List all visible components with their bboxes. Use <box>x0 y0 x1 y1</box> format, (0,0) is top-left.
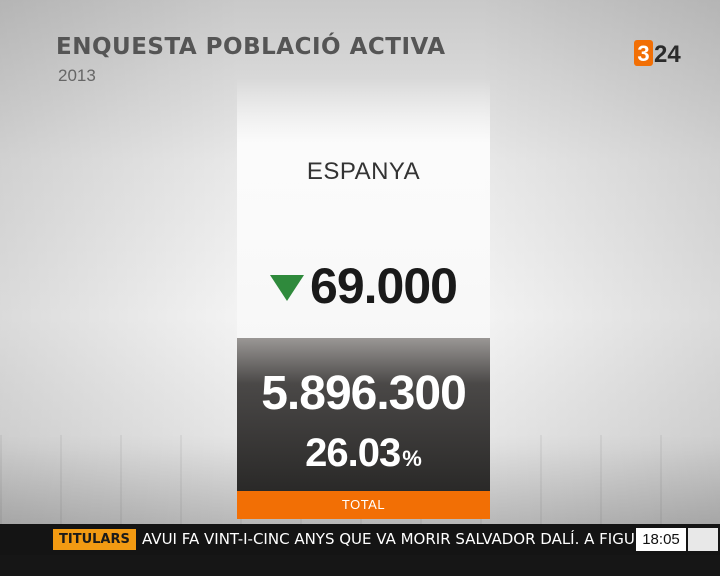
total-value: 5.896.300 <box>261 367 467 420</box>
background-shade-right <box>480 0 720 576</box>
percent-sign: % <box>402 446 422 471</box>
down-arrow-icon <box>270 275 305 301</box>
page-subtitle-year: 2013 <box>58 66 96 85</box>
stat-card-total-panel: 5.896.300 26.03% <box>237 338 490 491</box>
region-label: ESPANYA <box>306 158 421 185</box>
page-title: ENQUESTA POBLACIÓ ACTIVA <box>56 34 446 60</box>
percent-row: 26.03% <box>237 431 490 476</box>
ticker-end-block <box>688 528 718 551</box>
ticker-clock: 18:05 <box>636 528 686 551</box>
ticker-label: TITULARS <box>53 529 136 550</box>
channel-logo-digit: 3 <box>637 41 649 66</box>
change-value: 69.000 <box>310 258 458 314</box>
ticker-headline: AVUI FA VINT-I-CINC ANYS QUE VA MORIR SA… <box>142 530 636 548</box>
news-ticker: TITULARS AVUI FA VINT-I-CINC ANYS QUE VA… <box>0 524 720 555</box>
change-row: 69.000 <box>237 258 490 314</box>
stat-card: ESPANYA 69.000 5.896.300 26.03% TOTAL <box>237 78 490 519</box>
channel-logo-number: 24 <box>654 41 681 68</box>
channel-logo: 3 24 <box>634 40 681 68</box>
background-shade-left <box>0 0 240 576</box>
total-label: TOTAL <box>237 491 490 519</box>
stat-card-top: ESPANYA 69.000 <box>237 78 490 338</box>
bottom-strip <box>0 555 720 576</box>
percent-value: 26.03 <box>305 431 401 475</box>
